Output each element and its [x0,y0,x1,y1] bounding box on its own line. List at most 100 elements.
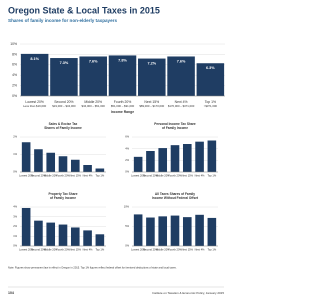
x-tick-label: Top 1% [205,100,216,104]
x-tick-label: Middle 20% [156,248,170,252]
value-label: 7.3% [60,61,69,65]
x-tick-label: Next 4% [195,248,205,252]
x-tick-label: Lowest 20% [131,248,146,252]
value-label: 7.6% [177,59,186,63]
bar [207,140,217,172]
y-tick-label: 2% [12,83,17,87]
bar [158,148,168,172]
bar [170,145,180,172]
bar [170,215,180,246]
x-axis-label: Income Range [111,110,134,114]
x-tick-label: Middle 20% [44,174,58,178]
x-tick-label: Second 20% [143,248,158,252]
y-tick-label: 4% [13,205,17,209]
x-tick-label: Top 1% [208,248,217,252]
x-tick-label: Top 1% [96,174,105,178]
x-tick-label: Middle 20% [84,100,102,104]
bar [83,230,92,246]
y-tick-label: 0% [125,170,129,174]
chart-title: All Taxes Shares of Family Income Without… [152,192,199,200]
x-tick-label: Next 15% [182,174,194,178]
bar [133,214,143,246]
bar [133,156,143,172]
x-tick-label: Next 4% [83,174,93,178]
bar [58,156,68,172]
bar [46,222,56,246]
y-tick-label: 10% [10,42,17,46]
x-range-label: $89,000 – $170,000 [139,104,164,108]
y-tick-label: 6% [125,135,129,139]
x-tick-label: Lowest 20% [25,100,43,104]
x-tick-label: Next 15% [70,174,82,178]
x-tick-label: Fourth 20% [114,100,132,104]
bar [196,63,225,96]
bar [21,207,31,246]
y-tick-label: 2% [13,135,17,139]
y-tick-label: 0% [13,170,17,174]
x-tick-label: Second 20% [54,100,73,104]
x-tick-label: Top 1% [208,174,217,178]
x-tick-label: Top 1% [96,248,105,252]
x-tick-label: Next 4% [175,100,188,104]
x-tick-label: Second 20% [31,174,46,178]
y-tick-label: 4% [125,146,129,150]
bar [195,141,204,172]
x-tick-label: Next 15% [144,100,159,104]
bar [146,217,155,246]
y-tick-label: 2% [125,158,129,162]
x-tick-label: Fourth 20% [168,248,182,252]
chart-title: Personal Income Tax Share of Family Incom… [154,122,196,130]
value-label: 7.6% [89,59,98,63]
bar [50,58,78,96]
footnote: Note: Figures show permanent law in effe… [8,266,177,270]
x-tick-label: Middle 20% [44,248,58,252]
value-label: 8.1% [30,57,39,61]
x-tick-label: Second 20% [143,174,158,178]
x-tick-label: Next 15% [182,248,194,252]
y-tick-label: 5% [125,224,129,228]
bar [95,234,105,246]
x-tick-label: Second 20% [31,248,46,252]
x-tick-label: Next 4% [83,248,93,252]
bar [138,58,166,96]
page-number: 104 [8,291,14,295]
y-tick-label: 1% [13,234,17,238]
x-range-label: Less than $19,000 [23,104,46,108]
bar [146,151,155,172]
bar [46,152,56,172]
page-subtitle: Shares of family income for non-elderly … [8,18,117,23]
x-tick-label: Lowest 20% [131,174,146,178]
bar [58,224,68,246]
x-range-label: $34,000 – $51,000 [82,104,106,108]
bar [95,168,105,172]
bar [207,217,217,246]
bar [34,149,43,172]
x-tick-label: Fourth 20% [56,248,70,252]
bar [108,55,137,96]
x-tick-label: Lowest 20% [19,248,34,252]
x-tick-label: Lowest 20% [19,174,34,178]
bar [20,53,49,96]
x-range-label: $19,000 – $34,000 [52,104,76,108]
bar [70,159,80,172]
bar [21,142,31,172]
y-tick-label: 0% [125,244,129,248]
value-label: 6.3% [206,66,215,70]
bar [167,56,195,96]
value-label: 7.2% [147,62,156,66]
y-tick-label: 0% [12,94,17,98]
y-tick-label: 10% [124,205,130,209]
bar [83,165,92,172]
x-tick-label: Fourth 20% [168,174,182,178]
bar [34,220,43,246]
x-tick-label: Next 15% [70,248,82,252]
x-range-label: >$371,000 [204,104,218,108]
bar [158,216,168,246]
x-tick-label: Middle 20% [156,174,170,178]
bar [195,214,204,246]
x-tick-label: Fourth 20% [56,174,70,178]
bar [79,56,107,96]
y-tick-label: 1% [13,152,17,156]
x-tick-label: Next 4% [195,174,205,178]
chart-title: Property Tax Share of Family Income [49,192,78,200]
